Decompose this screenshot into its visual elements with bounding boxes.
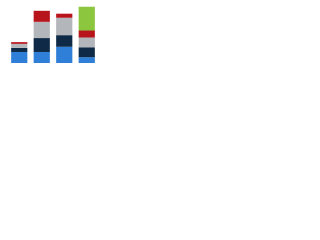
bar-segment xyxy=(11,42,28,44)
bar-segment xyxy=(56,17,73,36)
bar-segment xyxy=(11,47,28,52)
bar-segment xyxy=(33,21,50,39)
bar-segment xyxy=(33,51,50,63)
bar-segment xyxy=(33,38,50,52)
bar-segment xyxy=(78,47,95,58)
bar-segment xyxy=(78,57,95,63)
bar-segment xyxy=(11,43,28,48)
bar-segment xyxy=(33,10,50,22)
bar-segment xyxy=(78,37,95,48)
bar-segment xyxy=(78,6,95,31)
bar-segment xyxy=(78,30,95,38)
bar-segment xyxy=(56,35,73,47)
bar-segment xyxy=(56,13,73,18)
chart xyxy=(11,6,95,63)
bar-segment xyxy=(11,51,28,63)
bar-segment xyxy=(56,46,73,63)
